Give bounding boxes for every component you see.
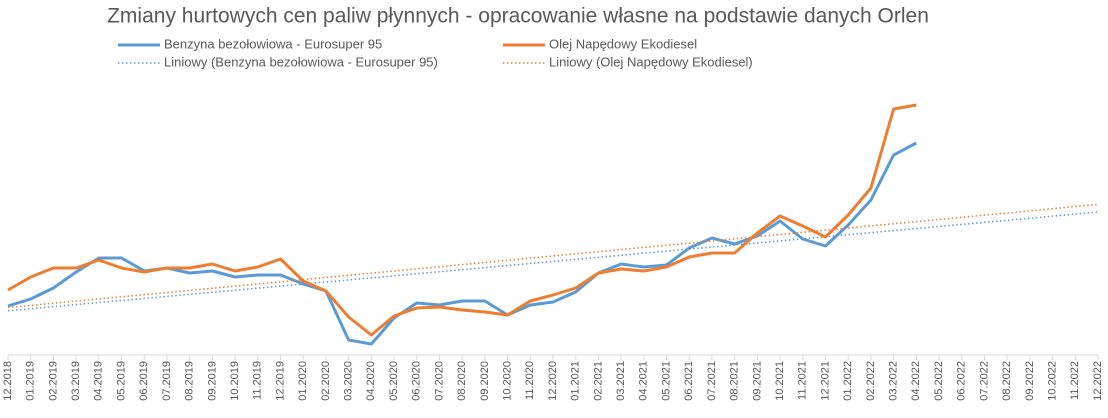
x-tick-label: 07.2019 — [161, 361, 173, 401]
x-tick-label: 12.2019 — [274, 361, 286, 401]
trendline — [7, 211, 1099, 312]
x-tick-label: 06.2021 — [683, 361, 695, 401]
x-tick-label: 11.2019 — [252, 361, 264, 400]
x-tick-label: 07.2021 — [706, 361, 718, 401]
x-tick-label: 05.2021 — [660, 361, 672, 401]
x-tick-label: 05.2020 — [388, 361, 400, 401]
x-tick-label: 12.2018 — [2, 361, 14, 401]
x-tick-label: 03.2022 — [888, 361, 900, 401]
x-tick-label: 01.2021 — [570, 361, 582, 401]
x-tick-label: 04.2022 — [910, 361, 922, 401]
x-tick-label: 04.2019 — [93, 361, 105, 401]
x-tick-label: 08.2021 — [729, 361, 741, 401]
legend-label: Olej Napędowy Ekodiesel — [549, 36, 697, 51]
x-tick-label: 06.2020 — [411, 361, 423, 401]
series-line — [7, 103, 917, 337]
x-tick-label: 05.2019 — [115, 361, 127, 401]
x-tick-label: 03.2020 — [343, 361, 355, 401]
x-tick-label: 05.2022 — [933, 361, 945, 401]
series-line — [7, 141, 918, 346]
x-tick-label: 02.2020 — [320, 361, 332, 401]
chart-title: Zmiany hurtowych cen paliw płynnych - op… — [107, 5, 929, 28]
x-tick-label: 10.2019 — [229, 361, 241, 401]
x-tick-label: 03.2021 — [615, 361, 627, 401]
x-tick-label: 11.2021 — [797, 361, 809, 400]
x-tick-label: 12.2022 — [1092, 361, 1104, 401]
x-tick-label: 06.2022 — [956, 361, 968, 401]
x-tick-label: 02.2021 — [592, 361, 604, 401]
x-tick-label: 04.2021 — [638, 361, 650, 401]
x-tick-label: 11.2022 — [1069, 361, 1081, 400]
trendline — [7, 203, 1099, 309]
x-tick-label: 07.2022 — [978, 361, 990, 401]
x-tick-label: 09.2019 — [206, 361, 218, 401]
x-tick-label: 10.2022 — [1046, 361, 1058, 401]
x-tick-label: 12.2021 — [819, 361, 831, 401]
x-tick-label: 09.2020 — [479, 361, 491, 401]
x-tick-label: 02.2022 — [865, 361, 877, 401]
x-tick-label: 04.2020 — [365, 361, 377, 401]
x-tick-label: 08.2019 — [184, 361, 196, 401]
x-tick-label: 11.2020 — [524, 361, 536, 400]
legend-label: Benzyna bezołowiowa - Eurosuper 95 — [164, 36, 382, 51]
x-tick-label: 03.2019 — [70, 361, 82, 401]
x-tick-label: 01.2022 — [842, 361, 854, 401]
x-tick-label: 02.2019 — [47, 361, 59, 401]
x-tick-label: 09.2021 — [751, 361, 763, 401]
x-tick-label: 07.2020 — [433, 361, 445, 401]
x-tick-label: 09.2022 — [1024, 361, 1036, 401]
x-tick-label: 01.2020 — [297, 361, 309, 401]
x-tick-label: 12.2020 — [547, 361, 559, 401]
x-tick-label: 08.2022 — [1001, 361, 1013, 401]
x-tick-label: 10.2020 — [501, 361, 513, 401]
legend-label: Liniowy (Olej Napędowy Ekodiesel) — [549, 54, 753, 69]
x-tick-label: 06.2019 — [138, 361, 150, 401]
x-tick-label: 01.2019 — [25, 361, 37, 401]
x-tick-label: 10.2021 — [774, 361, 786, 401]
x-tick-label: 08.2020 — [456, 361, 468, 401]
legend-label: Liniowy (Benzyna bezołowiowa - Eurosuper… — [164, 54, 438, 69]
